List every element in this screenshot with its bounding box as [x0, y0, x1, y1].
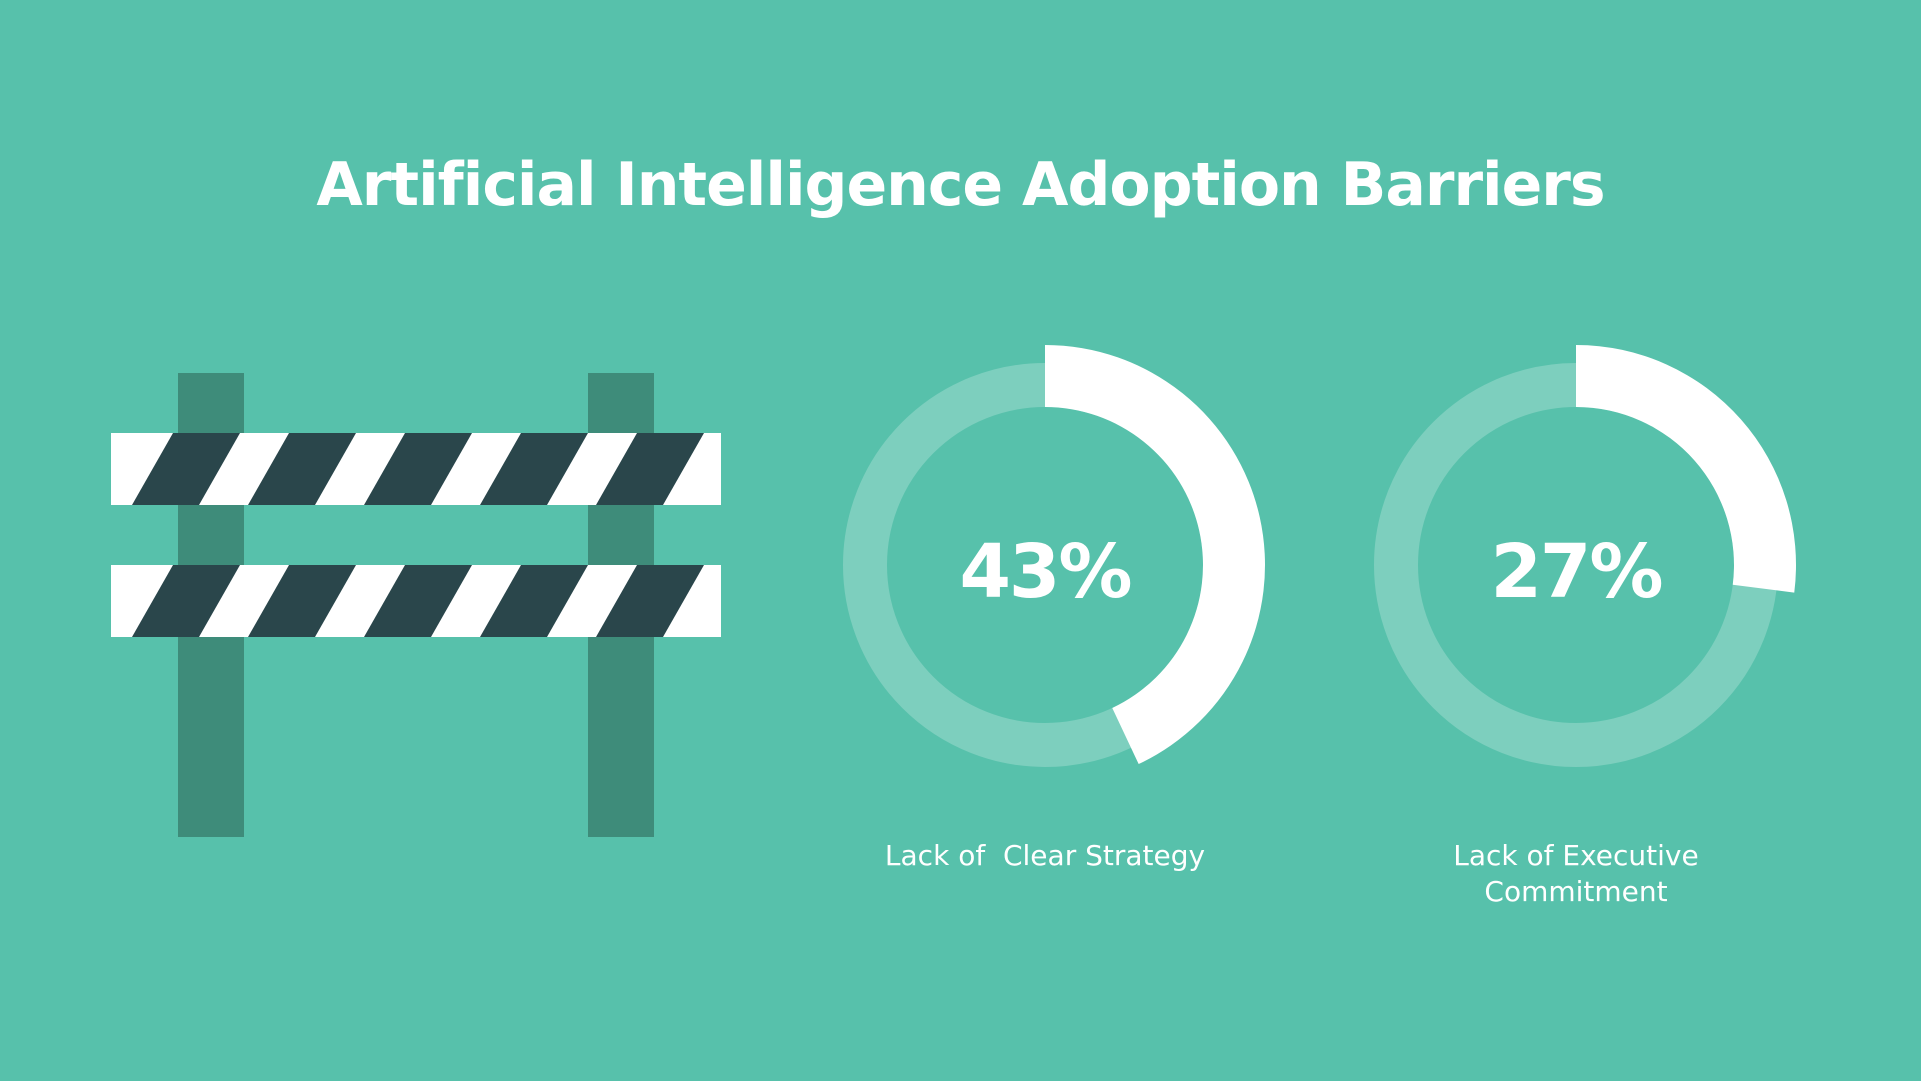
- barrier-rail-bottom: [111, 565, 721, 637]
- donut-chart-clear-strategy: [843, 345, 1265, 767]
- category-label-clear-strategy: Lack of Clear Strategy: [884, 839, 1206, 872]
- page-title: Artificial Intelligence Adoption Barrier…: [316, 150, 1605, 220]
- donut-arc-clear-strategy: [1045, 345, 1265, 765]
- value-label-clear-strategy: 43%: [959, 529, 1132, 615]
- value-label-executive-commitment: 27%: [1490, 529, 1663, 615]
- road-barrier-icon: [111, 373, 721, 837]
- barrier-rail-top: [111, 433, 721, 505]
- donut-chart-executive-commitment: [1374, 345, 1796, 767]
- donut-arc-executive-commitment: [1576, 345, 1796, 593]
- category-label-executive-commitment: Lack of Executive Commitment: [1453, 839, 1699, 908]
